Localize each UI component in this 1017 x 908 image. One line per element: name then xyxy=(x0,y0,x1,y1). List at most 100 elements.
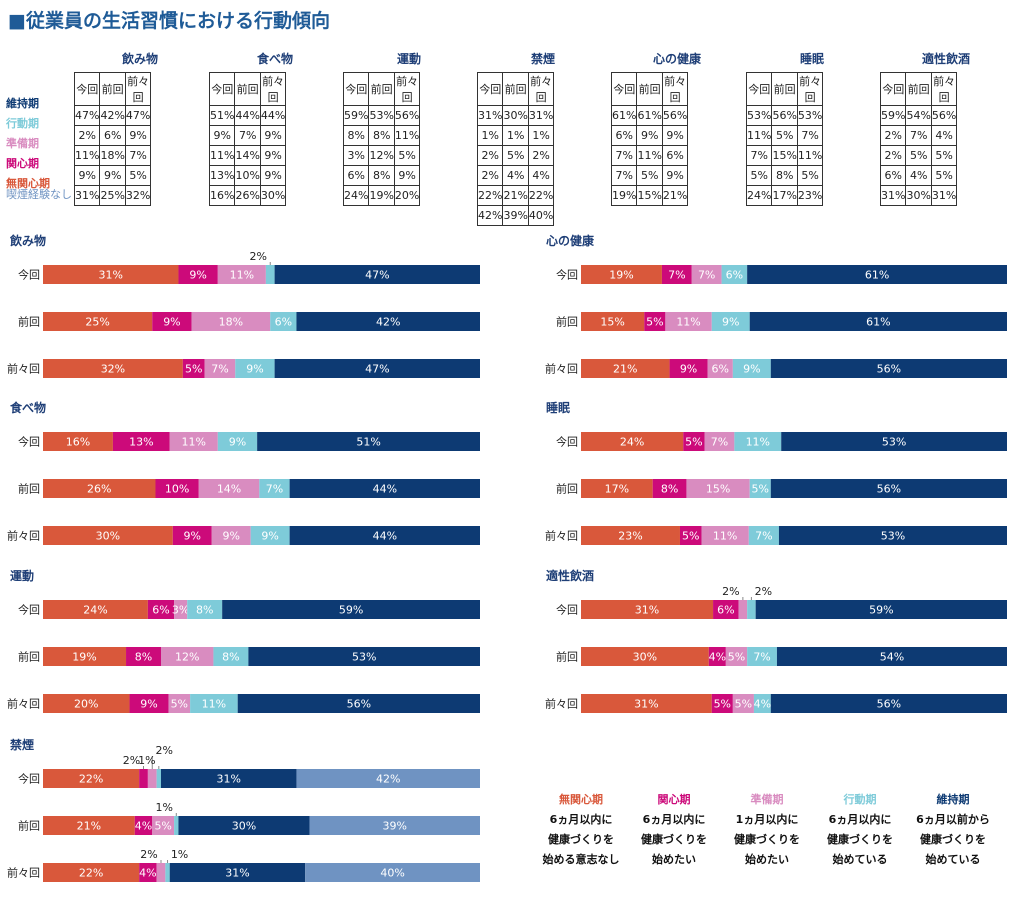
category-label: 前回 xyxy=(556,315,578,329)
legend-stage-name: 維持期 xyxy=(936,793,970,806)
category-label: 前々回 xyxy=(7,529,40,543)
category-label: 前々回 xyxy=(7,697,40,711)
legend-description: 始めている xyxy=(925,853,981,866)
chart-title: 適性飲酒 xyxy=(546,568,594,583)
table-cell: 59% xyxy=(342,105,370,126)
callout-label: 2% xyxy=(250,250,267,263)
table-cell: 30% xyxy=(905,185,932,206)
bar-segment-維持期 xyxy=(755,600,1007,619)
bar-segment-維持期 xyxy=(747,265,1007,284)
legend-description: 健康づくりを xyxy=(548,833,614,846)
summary-table: 今回 前回 前々回 47% 42% 47% 2% 6% 9% 11% 18% 7% 9% 9% 5% 31% 2… xyxy=(73,72,152,206)
data-label: 25% xyxy=(85,316,109,329)
data-label: 61% xyxy=(865,269,889,282)
data-label: 9% xyxy=(229,436,246,449)
table-cell: 25% xyxy=(99,185,126,206)
callout-label: 1% xyxy=(171,848,188,861)
legend-item: 維持期 6ヵ月以前から 健康づくりを 始めている xyxy=(905,790,1001,870)
data-label: 4% xyxy=(135,820,152,833)
callout-label: 1% xyxy=(138,754,155,767)
table-row: 9% 7% 9% xyxy=(208,125,287,146)
table-title: 飲み物 xyxy=(121,52,158,66)
row-label-2: 準備期 xyxy=(6,137,39,150)
table-cell: 31% xyxy=(879,185,907,206)
bar-segment-喫煙経験なし xyxy=(309,816,480,835)
data-label: 7% xyxy=(753,651,770,664)
data-label: 9% xyxy=(140,698,157,711)
bar-segment-関心期 xyxy=(713,600,739,619)
column-header: 今回 xyxy=(208,72,236,106)
table-row: 31% 30% 31% xyxy=(879,185,958,206)
bar-segment-関心期 xyxy=(126,647,161,666)
table-cell: 12% xyxy=(368,145,395,166)
table-row: 2% 4% 4% xyxy=(476,165,555,186)
category-label: 今回 xyxy=(18,603,40,617)
table-row: 59% 53% 56% xyxy=(342,105,421,126)
summary-table: 今回 前回 前々回 31% 30% 31% 1% 1% 1% 2% 5% 2% 2% 4% 4% 22% 21%… xyxy=(476,72,555,226)
legend-stage-name: 行動期 xyxy=(843,793,877,806)
bar-segment-準備期 xyxy=(204,359,236,378)
data-label: 9% xyxy=(246,363,263,376)
table-cell: 5% xyxy=(745,165,773,186)
bar-segment-維持期 xyxy=(296,312,480,331)
legend-description: 健康づくりを xyxy=(734,833,800,846)
table-row: 42% 39% 40% xyxy=(476,205,555,226)
table-row: 2% 7% 4% xyxy=(879,125,958,146)
data-label: 9% xyxy=(680,363,697,376)
bar-segment-関心期 xyxy=(139,863,157,882)
data-label: 8% xyxy=(135,651,152,664)
table-row: 8% 8% 11% xyxy=(342,125,421,146)
bar-segment-維持期 xyxy=(274,359,480,378)
legend-description: 健康づくりを xyxy=(920,833,986,846)
bar-segment-喫煙経験なし xyxy=(305,863,480,882)
data-label: 24% xyxy=(83,604,107,617)
legend-description: 始めたい xyxy=(652,853,696,866)
bar-segment-準備期 xyxy=(738,600,748,619)
row-label-3: 関心期 xyxy=(6,157,39,170)
data-label: 40% xyxy=(380,867,404,880)
data-label: 5% xyxy=(714,698,731,711)
table-cell: 56% xyxy=(930,105,958,126)
category-label: 今回 xyxy=(556,435,578,449)
bar-segment-維持期 xyxy=(289,479,480,498)
bar-segment-無関心期 xyxy=(43,526,173,545)
table-cell: 9% xyxy=(124,125,152,146)
table-row: 31% 30% 31% xyxy=(476,105,555,126)
data-label: 16% xyxy=(66,436,90,449)
table-cell: 11% xyxy=(745,125,773,146)
page-title: ■従業員の生活習慣における行動傾向 xyxy=(8,10,330,32)
table-row: 1% 1% 1% xyxy=(476,125,555,146)
legend-item: 準備期 1ヵ月以内に 健康づくりを 始めたい xyxy=(719,790,815,870)
column-header: 前回 xyxy=(234,72,261,106)
table-cell: 30% xyxy=(259,185,287,206)
data-label: 6% xyxy=(717,604,734,617)
table-cell: 56% xyxy=(771,105,798,126)
bar-segment-無関心期 xyxy=(43,816,135,835)
column-header: 前々回 xyxy=(796,72,824,106)
data-label: 11% xyxy=(230,269,254,282)
legend-description: 6ヵ月以内に xyxy=(828,813,892,826)
bar-segment-維持期 xyxy=(289,526,480,545)
row-label-4: 無関心期 xyxy=(6,177,50,190)
callout-label: 2% xyxy=(156,744,173,757)
data-label: 11% xyxy=(202,698,226,711)
data-label: 9% xyxy=(189,269,206,282)
data-label: 56% xyxy=(347,698,371,711)
data-label: 14% xyxy=(217,483,241,496)
bar-segment-準備期 xyxy=(198,479,260,498)
legend-description: 6ヵ月以前から xyxy=(916,813,990,826)
table-cell: 2% xyxy=(527,145,555,166)
data-label: 11% xyxy=(182,436,206,449)
data-label: 39% xyxy=(383,820,407,833)
bar-segment-行動期 xyxy=(270,312,297,331)
data-label: 7% xyxy=(668,269,685,282)
bar-segment-無関心期 xyxy=(581,694,712,713)
table-cell: 7% xyxy=(796,125,824,146)
table-cell: 5% xyxy=(930,145,958,166)
bar-segment-維持期 xyxy=(781,432,1007,451)
table-title: 食べ物 xyxy=(256,52,293,66)
data-label: 10% xyxy=(165,483,189,496)
data-label: 5% xyxy=(735,698,752,711)
data-label: 4% xyxy=(709,651,726,664)
data-label: 5% xyxy=(171,698,188,711)
